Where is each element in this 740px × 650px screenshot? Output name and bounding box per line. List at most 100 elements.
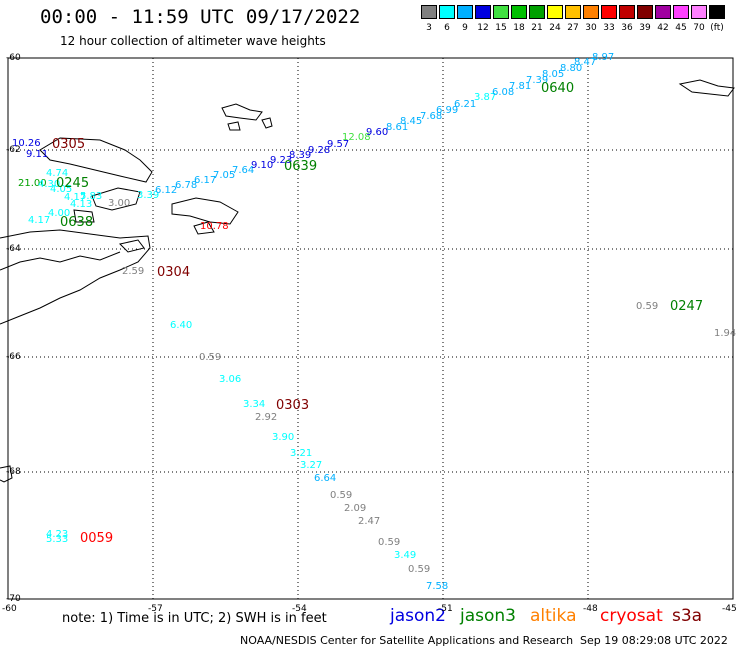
map-frame [7,57,734,600]
swh-value: 6.64 [314,473,336,484]
swh-value: 3.00 [108,198,130,209]
lon-label: -57 [148,604,163,614]
scale-label: 3 [426,23,432,33]
swh-value: 9.11 [26,149,48,160]
scale-label: 42 [657,23,669,33]
swh-value: 6.12 [155,185,177,196]
swh-value: 0.59 [408,564,430,575]
swh-value: 10.78 [200,221,229,232]
swh-value: 8.39 [289,150,311,161]
swh-value: 8.80 [560,63,582,74]
pass-time-label: 0303 [276,398,309,413]
lon-label: -60 [2,604,17,614]
swh-value: 6.21 [454,99,476,110]
swh-value: 6.08 [492,87,514,98]
swh-value: 4.00 [48,208,70,219]
ice-shelf-fragment [171,197,239,225]
swh-value: 21.00 [18,178,47,189]
scale-swatch [619,5,635,19]
swh-value: 3.34 [243,399,265,410]
scale-label: 9 [462,23,468,33]
scale-label: 18 [513,23,525,33]
south-shetland-island [261,117,273,129]
scale-swatch [475,5,491,19]
south-shetland-island [227,121,241,131]
swh-value: 0.59 [636,301,658,312]
coastlines [0,79,735,483]
scale-swatch [529,5,545,19]
swh-value: 8.45 [400,116,422,127]
scale-swatch [709,5,725,19]
scale-swatch [493,5,509,19]
swh-value: 3.90 [272,432,294,443]
pass-time-label: 0639 [284,159,317,174]
swh-value: 7.68 [420,111,442,122]
swh-value: 2.09 [344,503,366,514]
lon-label: -48 [583,604,598,614]
swh-value: 12.08 [342,132,371,143]
ice-shelf-fragment [0,465,13,483]
swh-value: 7.64 [232,165,254,176]
swh-value: 9.23 [270,155,292,166]
scale-swatch [457,5,473,19]
scale-label: 21 [531,23,543,33]
swh-value: 7.81 [509,81,531,92]
scale-label: 33 [603,23,615,33]
swh-value: 6.17 [194,175,216,186]
swh-value: 5.83 [80,191,102,202]
scale-label: 27 [567,23,579,33]
swh-value: 3.87 [474,92,496,103]
scale-label: 12 [477,23,489,33]
swh-value: 6.78 [175,180,197,191]
legend-jason3: jason3 [460,606,516,626]
legend-cryosat: cryosat [600,606,663,626]
swh-value: 4.74 [46,168,68,179]
swh-value: 9.28 [308,145,330,156]
swh-value: 3.49 [394,550,416,561]
scale-swatch [421,5,437,19]
swh-value: 9.57 [327,139,349,150]
legend-altika: altika [530,606,577,626]
pass-time-label: 0304 [157,265,190,280]
lat-label: -70 [6,594,21,604]
legend-s3a: s3a [672,606,703,626]
scale-label: 39 [639,23,651,33]
pass-time-label: 0640 [541,81,574,96]
swh-value: 4.17 [64,192,86,203]
swh-value: 3.21 [290,448,312,459]
lat-label: -68 [6,467,21,477]
swh-value: 4.23 [46,529,68,540]
lat-lon-grid [7,57,734,600]
swh-value: 2.59 [122,266,144,277]
credit-line: NOAA/NESDIS Center for Satellite Applica… [240,634,574,647]
peninsula-inner [0,251,121,271]
swh-value: 4.17 [28,215,50,226]
scale-swatch [547,5,563,19]
scale-label: 15 [495,23,507,33]
map-subtitle: 12 hour collection of altimeter wave hei… [60,34,326,48]
swh-value: 4.05 [50,184,72,195]
scale-swatch [637,5,653,19]
lat-label: -66 [6,352,21,362]
swh-value: 0.59 [330,490,352,501]
scale-swatch [565,5,581,19]
scale-label: 45 [675,23,687,33]
swh-value: 5.33 [46,534,68,545]
scale-label: 30 [585,23,597,33]
scale-swatch [691,5,707,19]
map-title: 00:00 - 11:59 UTC 09/17/2022 [40,6,361,28]
scale-swatch [601,5,617,19]
scale-label: 70 [693,23,705,33]
scale-swatch [655,5,671,19]
ice-shelf-fragment [119,239,145,253]
swh-value: 0.59 [199,352,221,363]
swh-value: 7.58 [426,581,448,592]
lat-label: -64 [6,244,21,254]
lat-label: -60 [6,53,21,63]
scale-label: 6 [444,23,450,33]
swh-value: 9.60 [366,127,388,138]
swh-value: 2.47 [358,516,380,527]
swh-value: 1.94 [714,328,736,339]
swh-value: 6.40 [170,320,192,331]
